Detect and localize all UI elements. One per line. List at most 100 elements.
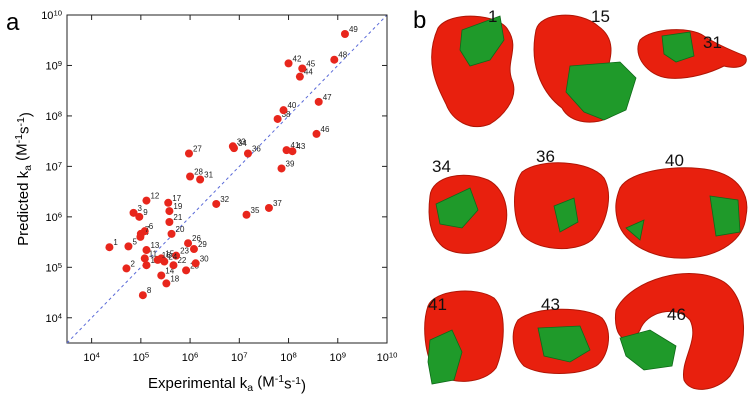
point [136, 229, 145, 238]
point [312, 129, 321, 138]
point-label: 37 [273, 199, 282, 208]
point-label: 17 [172, 194, 181, 203]
point [184, 239, 193, 248]
point-label: 34 [238, 139, 247, 148]
point [105, 243, 114, 252]
protein-ribbon [553, 197, 579, 233]
point-label: 5 [132, 237, 137, 246]
x-tick-label: 1010​ [377, 351, 398, 364]
point [242, 210, 251, 219]
y-axis-label: Predicted ka​ (M-1​s-1​) [13, 112, 35, 246]
point-label: 22 [177, 256, 186, 265]
point [288, 147, 297, 156]
point-label: 19 [173, 202, 182, 211]
protein [615, 167, 748, 259]
y-tick-label: 108​ [45, 109, 62, 122]
point-label: 9 [143, 208, 148, 217]
point-label: 32 [220, 195, 229, 204]
structure-label: 34 [432, 157, 451, 176]
point [298, 64, 307, 73]
point [140, 254, 149, 263]
point-label: 6 [149, 222, 154, 231]
protein-ribbon [435, 187, 479, 229]
point-label: 27 [193, 145, 202, 154]
point [142, 261, 151, 270]
point-label: 42 [293, 54, 302, 63]
point [182, 266, 191, 275]
point-label: 14 [165, 266, 174, 275]
x-axis-label: Experimental ka​ (M-1​s-1​) [148, 373, 306, 395]
point [172, 251, 181, 260]
y-tick-label: 105​ [45, 261, 62, 274]
point-label: 21 [173, 213, 182, 222]
point [153, 255, 162, 264]
point [277, 164, 286, 173]
structure-label: 46 [667, 305, 686, 324]
protein [614, 273, 745, 390]
protein-ribbon [661, 31, 695, 63]
panel-label: b [413, 7, 426, 34]
point [264, 203, 273, 212]
y-tick-label: 104​ [45, 311, 62, 324]
point-label: 15 [165, 249, 174, 258]
point-label: 20 [176, 225, 185, 234]
point-label: 43 [296, 142, 305, 151]
x-tick-label: 107​ [231, 351, 248, 364]
point [196, 175, 205, 184]
point [142, 246, 151, 255]
point [273, 114, 282, 123]
point [165, 218, 174, 227]
point-label: 48 [338, 51, 347, 60]
point-label: 29 [198, 240, 207, 249]
point [282, 146, 291, 155]
structure-label: 41 [428, 295, 447, 314]
point-label: 16 [162, 251, 171, 260]
point-label: 41 [291, 141, 300, 150]
point-label: 26 [192, 234, 201, 243]
point-label: 2 [130, 259, 135, 268]
y-tick-label: 107​ [45, 160, 62, 173]
structure-label: 15 [591, 7, 610, 26]
point-label: 47 [323, 93, 332, 102]
point-label: 38 [282, 110, 291, 119]
point-label: 3 [138, 204, 143, 213]
point [314, 97, 323, 106]
point-label: 12 [150, 192, 159, 201]
point [284, 59, 293, 68]
point [229, 144, 238, 153]
point-label: 39 [286, 159, 295, 168]
point [142, 196, 151, 205]
point-label: 31 [204, 170, 213, 179]
protein-ribbon [625, 195, 741, 241]
point-label: 35 [251, 206, 260, 215]
protein-ribbon [619, 329, 677, 371]
point-label: 28 [194, 168, 203, 177]
point-label: 24 [168, 253, 177, 262]
point [169, 261, 178, 270]
point [157, 271, 166, 280]
point [167, 229, 176, 238]
point-label: 7 [145, 225, 150, 234]
point-label: 23 [180, 247, 189, 256]
point [330, 55, 339, 64]
point-label: 18 [170, 274, 179, 283]
protein-ribbon [537, 325, 591, 363]
point-label: 46 [321, 125, 330, 134]
point [129, 208, 138, 217]
point [186, 172, 195, 181]
x-tick-label: 105​ [133, 351, 150, 364]
point-label: 33 [237, 137, 246, 146]
point-label: 1 [113, 238, 118, 247]
point [135, 212, 144, 221]
point-label: 13 [150, 241, 159, 250]
point-label: 36 [252, 145, 261, 154]
structure-label: 1 [488, 7, 497, 26]
y-tick-label: 106​ [45, 210, 62, 223]
structure-label: 40 [665, 151, 684, 170]
x-tick-label: 108​ [280, 351, 297, 364]
point-label: 40 [287, 101, 296, 110]
point [191, 259, 200, 268]
protein-ribbon [427, 329, 463, 385]
y-tick-label: 109​ [45, 59, 62, 72]
